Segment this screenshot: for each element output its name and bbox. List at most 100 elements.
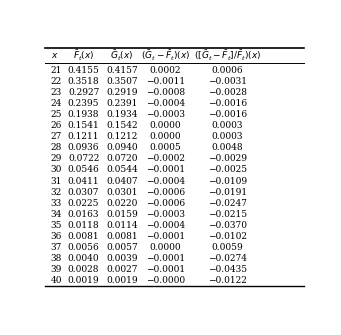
Text: $([\bar{G}_t - \bar{F}_t]/\bar{F}_t)(x)$: $([\bar{G}_t - \bar{F}_t]/\bar{F}_t)(x)$ bbox=[194, 49, 261, 63]
Text: −0.0001: −0.0001 bbox=[146, 254, 185, 263]
Text: 25: 25 bbox=[50, 110, 62, 119]
Text: 0.4155: 0.4155 bbox=[68, 66, 100, 75]
Text: 0.1212: 0.1212 bbox=[106, 132, 138, 141]
Text: 21: 21 bbox=[50, 66, 62, 75]
Text: 0.0220: 0.0220 bbox=[106, 199, 138, 208]
Text: 27: 27 bbox=[50, 132, 62, 141]
Text: 0.0159: 0.0159 bbox=[106, 210, 138, 219]
Text: 0.2391: 0.2391 bbox=[106, 99, 138, 108]
Text: 0.3507: 0.3507 bbox=[106, 77, 138, 86]
Text: $\bar{F}_t(x)$: $\bar{F}_t(x)$ bbox=[73, 49, 94, 63]
Text: −0.0274: −0.0274 bbox=[208, 254, 247, 263]
Text: 0.0114: 0.0114 bbox=[106, 221, 138, 230]
Text: 40: 40 bbox=[50, 276, 62, 285]
Text: 0.0000: 0.0000 bbox=[150, 243, 181, 252]
Text: 0.0019: 0.0019 bbox=[106, 276, 138, 285]
Text: −0.0001: −0.0001 bbox=[146, 165, 185, 175]
Text: 0.1542: 0.1542 bbox=[106, 121, 138, 130]
Text: −0.0215: −0.0215 bbox=[208, 210, 247, 219]
Text: −0.0028: −0.0028 bbox=[208, 88, 247, 97]
Text: 24: 24 bbox=[50, 99, 62, 108]
Text: −0.0102: −0.0102 bbox=[208, 232, 247, 241]
Text: 0.0407: 0.0407 bbox=[106, 177, 138, 186]
Text: 0.2919: 0.2919 bbox=[106, 88, 138, 97]
Text: 0.0301: 0.0301 bbox=[106, 188, 138, 197]
Text: −0.0031: −0.0031 bbox=[208, 77, 247, 86]
Text: 0.0081: 0.0081 bbox=[106, 232, 138, 241]
Text: 0.0003: 0.0003 bbox=[212, 132, 243, 141]
Text: 22: 22 bbox=[50, 77, 62, 86]
Text: 0.0005: 0.0005 bbox=[150, 143, 181, 152]
Text: 32: 32 bbox=[50, 188, 62, 197]
Text: −0.0191: −0.0191 bbox=[208, 188, 247, 197]
Text: 30: 30 bbox=[50, 165, 62, 175]
Text: 0.2395: 0.2395 bbox=[68, 99, 99, 108]
Text: −0.0002: −0.0002 bbox=[146, 154, 185, 163]
Text: 0.0019: 0.0019 bbox=[68, 276, 99, 285]
Text: −0.0029: −0.0029 bbox=[208, 154, 247, 163]
Text: 34: 34 bbox=[50, 210, 62, 219]
Text: 0.0411: 0.0411 bbox=[68, 177, 99, 186]
Text: −0.0370: −0.0370 bbox=[208, 221, 247, 230]
Text: $(\bar{G}_t - \bar{F}_t)(x)$: $(\bar{G}_t - \bar{F}_t)(x)$ bbox=[141, 49, 190, 63]
Text: −0.0109: −0.0109 bbox=[208, 177, 247, 186]
Text: 0.0307: 0.0307 bbox=[68, 188, 99, 197]
Text: −0.0004: −0.0004 bbox=[146, 221, 185, 230]
Text: −0.0000: −0.0000 bbox=[146, 276, 185, 285]
Text: 39: 39 bbox=[50, 265, 62, 274]
Text: 0.0000: 0.0000 bbox=[150, 132, 181, 141]
Text: 0.0163: 0.0163 bbox=[68, 210, 99, 219]
Text: 35: 35 bbox=[50, 221, 62, 230]
Text: 0.1211: 0.1211 bbox=[68, 132, 99, 141]
Text: 0.0002: 0.0002 bbox=[150, 66, 181, 75]
Text: 0.0039: 0.0039 bbox=[106, 254, 138, 263]
Text: 0.0940: 0.0940 bbox=[106, 143, 138, 152]
Text: 0.1938: 0.1938 bbox=[68, 110, 99, 119]
Text: 38: 38 bbox=[50, 254, 62, 263]
Text: −0.0122: −0.0122 bbox=[208, 276, 247, 285]
Text: −0.0016: −0.0016 bbox=[208, 110, 247, 119]
Text: −0.0004: −0.0004 bbox=[146, 177, 185, 186]
Text: 0.0006: 0.0006 bbox=[212, 66, 243, 75]
Text: −0.0008: −0.0008 bbox=[146, 88, 185, 97]
Text: 26: 26 bbox=[50, 121, 62, 130]
Text: $\bar{G}_t(x)$: $\bar{G}_t(x)$ bbox=[110, 49, 134, 63]
Text: 0.1934: 0.1934 bbox=[106, 110, 138, 119]
Text: −0.0006: −0.0006 bbox=[146, 188, 185, 197]
Text: 0.0028: 0.0028 bbox=[68, 265, 99, 274]
Text: 0.0936: 0.0936 bbox=[68, 143, 99, 152]
Text: 0.0027: 0.0027 bbox=[106, 265, 138, 274]
Text: −0.0011: −0.0011 bbox=[146, 77, 185, 86]
Text: −0.0247: −0.0247 bbox=[208, 199, 247, 208]
Text: −0.0001: −0.0001 bbox=[146, 265, 185, 274]
Text: 0.0118: 0.0118 bbox=[68, 221, 99, 230]
Text: −0.0025: −0.0025 bbox=[208, 165, 247, 175]
Text: −0.0003: −0.0003 bbox=[146, 210, 185, 219]
Text: 37: 37 bbox=[50, 243, 62, 252]
Text: 0.0059: 0.0059 bbox=[212, 243, 243, 252]
Text: 0.3518: 0.3518 bbox=[68, 77, 99, 86]
Text: 0.0048: 0.0048 bbox=[212, 143, 243, 152]
Text: −0.0016: −0.0016 bbox=[208, 99, 247, 108]
Text: 0.1541: 0.1541 bbox=[68, 121, 100, 130]
Text: −0.0003: −0.0003 bbox=[146, 110, 185, 119]
Text: 0.0722: 0.0722 bbox=[68, 154, 99, 163]
Text: 0.0056: 0.0056 bbox=[68, 243, 100, 252]
Text: 0.0000: 0.0000 bbox=[150, 121, 181, 130]
Text: 0.2927: 0.2927 bbox=[68, 88, 99, 97]
Text: 28: 28 bbox=[50, 143, 62, 152]
Text: 0.0225: 0.0225 bbox=[68, 199, 99, 208]
Text: 0.4157: 0.4157 bbox=[106, 66, 138, 75]
Text: −0.0006: −0.0006 bbox=[146, 199, 185, 208]
Text: −0.0004: −0.0004 bbox=[146, 99, 185, 108]
Text: −0.0435: −0.0435 bbox=[208, 265, 247, 274]
Text: 29: 29 bbox=[50, 154, 62, 163]
Text: 0.0546: 0.0546 bbox=[68, 165, 100, 175]
Text: 0.0057: 0.0057 bbox=[106, 243, 138, 252]
Text: 33: 33 bbox=[50, 199, 62, 208]
Text: 0.0003: 0.0003 bbox=[212, 121, 243, 130]
Text: 23: 23 bbox=[50, 88, 62, 97]
Text: 0.0544: 0.0544 bbox=[106, 165, 138, 175]
Text: 36: 36 bbox=[50, 232, 62, 241]
Text: 0.0081: 0.0081 bbox=[68, 232, 99, 241]
